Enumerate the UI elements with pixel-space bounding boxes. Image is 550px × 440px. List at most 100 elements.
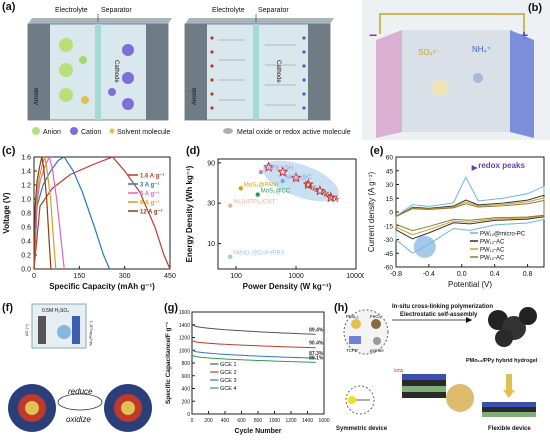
- anode-plate: [185, 24, 207, 120]
- panel-label-h: (h): [334, 302, 349, 314]
- electrolyte-label: Electrolyte: [212, 7, 245, 14]
- reduce-label: reduce: [68, 387, 93, 396]
- panel-label-g: (g): [164, 302, 179, 314]
- data-point: [255, 192, 260, 197]
- flexible-label: Flexible device: [488, 426, 531, 432]
- series-line: [191, 340, 316, 349]
- panel-label-a: (a): [2, 1, 16, 13]
- sb-label: Sb-(PMo₁₂)(−): [88, 320, 93, 346]
- y-tick-label: 10: [207, 241, 215, 248]
- y-tick-label: 0: [187, 412, 190, 418]
- star-point: [314, 185, 326, 196]
- y-tick-label: 200: [182, 399, 191, 405]
- legend-a: Anion Cation Solvent molecule Metal oxid…: [32, 127, 351, 136]
- y-tick-label: 1.4: [21, 169, 31, 176]
- star-point: [290, 171, 302, 183]
- cathode-label: Cathode: [275, 60, 281, 83]
- series-line: [191, 324, 316, 335]
- x-tick-label: 10000: [346, 273, 364, 280]
- series-line: [33, 155, 65, 270]
- y-tick-label: 800: [182, 361, 191, 367]
- y-tick-label: 60: [386, 155, 394, 162]
- gcd-chart: 0 150 300 450 0.0 0.2 0.4 0.6 0.8 1.0 1.2 1.4 1.6 Spe…: [2, 155, 176, 292]
- y-tick-label: 30: [386, 182, 394, 189]
- panel-b: (b) − + SO₄²⁻ NH₄⁺: [362, 0, 550, 140]
- point-label: MoS₂@PANI: [244, 182, 279, 188]
- x-tick-label: 0: [32, 273, 36, 280]
- symmetric-label: Symmetric device: [336, 426, 388, 432]
- y-tick-label: -15: [384, 223, 394, 230]
- panel-label-b: (b): [528, 2, 543, 14]
- anion-icon: [32, 127, 40, 135]
- x-tick-label: 200: [204, 418, 213, 424]
- retention-label: 88.1%: [309, 355, 324, 361]
- y-tick-label: -45: [384, 251, 394, 258]
- x-tick-label: 400: [221, 418, 230, 424]
- flexible-device: [482, 402, 536, 417]
- panel-label-e: (e): [370, 145, 384, 157]
- point-label: hMnO₂@CoFePBA: [233, 251, 284, 257]
- y-axis-label: Specific Capacitance/F g⁻¹: [165, 322, 172, 404]
- y-tick-label: 1400: [179, 323, 190, 329]
- y-tick-label: 1.2: [21, 183, 31, 190]
- retention-label: 89.4%: [309, 327, 324, 333]
- y-tick-label: 0.0: [21, 267, 31, 274]
- so4-label: SO₄²⁻: [418, 48, 440, 57]
- legend-entry: 6 A g⁻¹: [140, 191, 159, 198]
- anode-label: Anode: [192, 87, 198, 105]
- svg-text:Metal oxide or redox active mo: Metal oxide or redox active molecule: [237, 129, 351, 136]
- right-electrode: [510, 30, 534, 138]
- legend-entry: GCE 3: [220, 378, 237, 384]
- svg-text:Cation: Cation: [81, 129, 101, 136]
- series-line: [33, 156, 57, 270]
- x-tick-label: 0.8: [523, 271, 533, 278]
- self-assembly-label: Electrostatic self-assembly: [400, 312, 478, 318]
- point-label: MoO₃@C: [286, 175, 313, 181]
- x-axis-label: Potential (V): [448, 280, 492, 289]
- point-label: MoS₂@CC: [261, 189, 291, 195]
- panel-label-f: (f): [2, 302, 13, 314]
- x-tick-label: 0.0: [457, 271, 467, 278]
- x-tick-label: -0.8: [390, 271, 402, 278]
- y-tick-label: -30: [384, 237, 394, 244]
- y-axis-label: Voltage (V): [2, 192, 11, 234]
- y-tick-label: 30: [207, 201, 215, 208]
- x-axis-label: Power Density (W kg⁻¹): [243, 282, 332, 291]
- redox-schematic: 0.5M H₂SO₄ AC (+) Sb-(PMo₁₂)(−) reduce o…: [8, 303, 152, 432]
- cation-icon: [70, 127, 78, 135]
- panel-c: (c) 0 150 300 450 0.0 0.2 0.4 0.6 0.8 1.0 1.2 1.4 1.…: [0, 145, 180, 295]
- fecl-label: FeCl₃: [370, 314, 382, 319]
- series-line: [33, 156, 171, 270]
- hydrogel-schematic: In-situ cross-linking polymerization Ele…: [336, 304, 538, 432]
- electrolyte-label: Electrolyte: [55, 7, 88, 14]
- anode-label: Anode: [34, 87, 40, 105]
- x-tick-label: 800: [254, 418, 263, 424]
- series-line: [33, 156, 52, 270]
- cv-loop: [395, 199, 545, 232]
- point-label: Ni₃(HITP)₂/CNT: [233, 200, 275, 206]
- nh4-label: NH₄⁺: [472, 45, 491, 54]
- separator-plate: [95, 24, 101, 120]
- y-tick-label: 1.0: [21, 197, 31, 204]
- y-tick-label: 600: [182, 374, 191, 380]
- molecule-inset: [413, 235, 436, 258]
- series-line: [191, 354, 316, 363]
- x-tick-label: 1000: [288, 273, 304, 280]
- left-cell: Anode Cathode Electrolyte Separator: [27, 7, 172, 121]
- minus-sign: −: [369, 27, 377, 43]
- hydrogel-label: PMo₁₂/PPy hybrid hydrogel: [466, 358, 538, 364]
- sandwich-device-left: [402, 374, 446, 398]
- cv-chart: -0.8 -0.4 0.0 0.4 0.8 -60 -45 -30 -15 0 15 30 45 60 Po…: [367, 155, 545, 289]
- legend-entry: PW₁₂-AC: [480, 248, 505, 254]
- zinc-ion-cell-illustration: − + SO₄²⁻ NH₄⁺: [362, 0, 550, 140]
- left-electrode: [38, 316, 46, 344]
- y-tick-label: 0.8: [21, 211, 31, 218]
- cycling-chart: 0 200 400 600 800 1000 1200 1400 1600 0 200 400 600 8…: [165, 310, 330, 435]
- x-tick-label: 1000: [269, 418, 280, 424]
- external-wire: [379, 13, 525, 34]
- pmo-label: PMo₁₂: [346, 314, 359, 319]
- cathode-plate: [146, 24, 168, 120]
- x-tick-label: 600: [237, 418, 246, 424]
- legend-entry: GCE 4: [220, 386, 237, 392]
- y-tick-label: 1000: [179, 348, 190, 354]
